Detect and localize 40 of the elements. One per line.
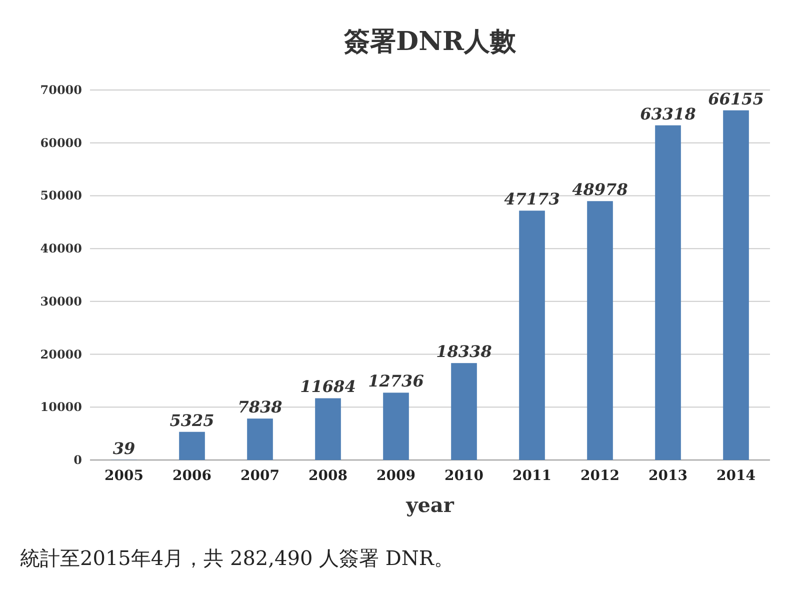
data-label: 7838 bbox=[238, 398, 282, 417]
data-label: 12736 bbox=[368, 372, 424, 391]
data-label: 47173 bbox=[504, 190, 560, 209]
data-label: 11684 bbox=[300, 377, 356, 396]
x-tick-label: 2011 bbox=[512, 468, 552, 484]
x-tick-label: 2013 bbox=[648, 468, 688, 484]
x-axis-title: year bbox=[405, 493, 454, 517]
data-label: 63318 bbox=[640, 104, 696, 124]
data-label: 39 bbox=[112, 438, 136, 458]
y-tick-label: 20000 bbox=[40, 347, 82, 362]
x-tick-label: 2005 bbox=[104, 468, 144, 484]
x-tick-label: 2012 bbox=[580, 468, 620, 484]
x-tick-label: 2010 bbox=[444, 468, 484, 484]
y-tick-label: 30000 bbox=[40, 294, 82, 308]
bar bbox=[587, 201, 613, 460]
y-tick-label: 60000 bbox=[40, 136, 82, 150]
y-tick-label: 70000 bbox=[40, 83, 82, 97]
data-label: 5325 bbox=[170, 410, 214, 430]
data-label: 48978 bbox=[572, 180, 628, 200]
x-tick-label: 2009 bbox=[376, 468, 416, 484]
text: 統計至2015年4月，共 282,490 人簽署 DNR。 bbox=[20, 546, 454, 570]
bar bbox=[247, 418, 273, 460]
bar bbox=[519, 210, 545, 460]
x-tick-label: 2007 bbox=[240, 468, 280, 484]
data-label: 18338 bbox=[436, 342, 492, 362]
x-tick-label: 2008 bbox=[308, 468, 348, 484]
bar bbox=[655, 125, 681, 460]
y-tick-label: 0 bbox=[74, 453, 82, 467]
bar bbox=[179, 432, 205, 460]
data-label: 66155 bbox=[708, 89, 764, 108]
y-tick-label: 10000 bbox=[40, 400, 82, 414]
bar bbox=[315, 398, 341, 460]
x-tick-label: 2006 bbox=[172, 468, 212, 484]
bar bbox=[723, 110, 749, 460]
chart-title: 簽署DNR人數 bbox=[343, 27, 517, 57]
x-tick-label: 2014 bbox=[716, 468, 756, 484]
y-tick-label: 50000 bbox=[40, 188, 82, 203]
y-tick-label: 40000 bbox=[40, 242, 82, 256]
bar bbox=[451, 363, 477, 460]
bar bbox=[383, 392, 409, 460]
